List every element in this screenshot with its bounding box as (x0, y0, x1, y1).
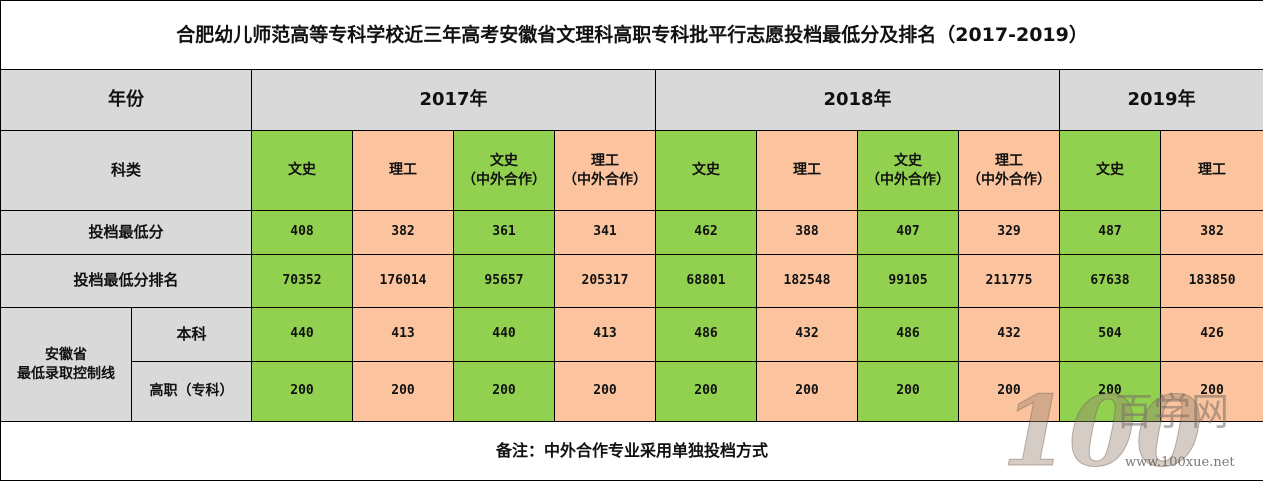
gaozhi-cell: 200 (858, 362, 959, 422)
category-label: 科类 (1, 131, 252, 211)
benke-cell: 504 (1060, 308, 1161, 362)
table-title: 合肥幼儿师范高等专科学校近三年高考安徽省文理科高职专科批平行志愿投档最低分及排名… (1, 1, 1263, 70)
min-score-cell: 462 (656, 211, 757, 255)
gaozhi-cell: 200 (252, 362, 353, 422)
min-score-cell: 388 (757, 211, 858, 255)
rank-row: 投档最低分排名 70352 176014 95657 205317 68801 … (1, 255, 1263, 308)
rank-cell: 70352 (252, 255, 353, 308)
benke-cell: 432 (757, 308, 858, 362)
category-cell: 文史（中外合作） (454, 131, 555, 211)
gaozhi-cell: 200 (757, 362, 858, 422)
gaozhi-cell: 200 (959, 362, 1060, 422)
min-score-cell: 487 (1060, 211, 1161, 255)
table-note: 备注：中外合作专业采用单独投档方式 (1, 422, 1263, 481)
min-score-row: 投档最低分 408 382 361 341 462 388 407 329 48… (1, 211, 1263, 255)
rank-cell: 68801 (656, 255, 757, 308)
category-subtext: （中外合作） (858, 171, 958, 189)
gaozhi-cell: 200 (555, 362, 656, 422)
category-cell: 文史 (252, 131, 353, 211)
rank-cell: 211775 (959, 255, 1060, 308)
category-text: 文史 (1060, 161, 1160, 179)
control-line-label-2: 最低录取控制线 (1, 365, 131, 383)
min-score-cell: 382 (1161, 211, 1263, 255)
gaozhi-label: 高职（专科） (132, 362, 252, 422)
year-2017-header: 2017年 (252, 70, 656, 131)
gaozhi-cell: 200 (1161, 362, 1263, 422)
min-score-cell: 382 (353, 211, 454, 255)
category-cell: 文史 (656, 131, 757, 211)
min-score-cell: 408 (252, 211, 353, 255)
benke-label: 本科 (132, 308, 252, 362)
category-text: 文史 (252, 161, 352, 179)
min-score-cell: 329 (959, 211, 1060, 255)
category-cell: 文史 (1060, 131, 1161, 211)
rank-cell: 95657 (454, 255, 555, 308)
gaozhi-cell: 200 (454, 362, 555, 422)
category-text: 理工 (1161, 161, 1263, 179)
gaozhi-cell: 200 (1060, 362, 1161, 422)
rank-cell: 183850 (1161, 255, 1263, 308)
category-text: 理工 (353, 161, 453, 179)
year-2018-header: 2018年 (656, 70, 1060, 131)
benke-cell: 440 (252, 308, 353, 362)
min-score-cell: 407 (858, 211, 959, 255)
benke-cell: 413 (353, 308, 454, 362)
rank-cell: 176014 (353, 255, 454, 308)
category-cell: 理工 (757, 131, 858, 211)
control-line-label: 安徽省 最低录取控制线 (1, 308, 132, 422)
category-subtext: （中外合作） (454, 171, 554, 189)
control-line-label-1: 安徽省 (1, 346, 131, 364)
benke-cell: 440 (454, 308, 555, 362)
rank-cell: 205317 (555, 255, 656, 308)
benke-cell: 486 (858, 308, 959, 362)
category-cell: 理工（中外合作） (959, 131, 1060, 211)
category-text: 文史 (656, 161, 756, 179)
benke-cell: 486 (656, 308, 757, 362)
gaozhi-cell: 200 (656, 362, 757, 422)
year-2019-header: 2019年 (1060, 70, 1263, 131)
category-text: 理工 (959, 152, 1059, 170)
category-cell: 理工 (1161, 131, 1263, 211)
category-text: 文史 (858, 152, 958, 170)
gaozhi-row: 高职（专科） 200 200 200 200 200 200 200 200 2… (1, 362, 1263, 422)
category-row: 科类 文史 理工 文史（中外合作） 理工（中外合作） 文史 理工 文史（中外合作… (1, 131, 1263, 211)
benke-cell: 413 (555, 308, 656, 362)
benke-row: 安徽省 最低录取控制线 本科 440 413 440 413 486 432 4… (1, 308, 1263, 362)
category-text: 理工 (555, 152, 655, 170)
category-cell: 理工（中外合作） (555, 131, 656, 211)
category-cell: 文史（中外合作） (858, 131, 959, 211)
category-cell: 理工 (353, 131, 454, 211)
benke-cell: 432 (959, 308, 1060, 362)
category-subtext: （中外合作） (959, 171, 1059, 189)
rank-cell: 67638 (1060, 255, 1161, 308)
rank-cell: 99105 (858, 255, 959, 308)
min-score-label: 投档最低分 (1, 211, 252, 255)
min-score-cell: 341 (555, 211, 656, 255)
benke-cell: 426 (1161, 308, 1263, 362)
category-subtext: （中外合作） (555, 171, 655, 189)
rank-cell: 182548 (757, 255, 858, 308)
category-text: 文史 (454, 152, 554, 170)
min-score-cell: 361 (454, 211, 555, 255)
gaozhi-cell: 200 (353, 362, 454, 422)
year-header-label: 年份 (1, 70, 252, 131)
rank-label: 投档最低分排名 (1, 255, 252, 308)
category-text: 理工 (757, 161, 857, 179)
